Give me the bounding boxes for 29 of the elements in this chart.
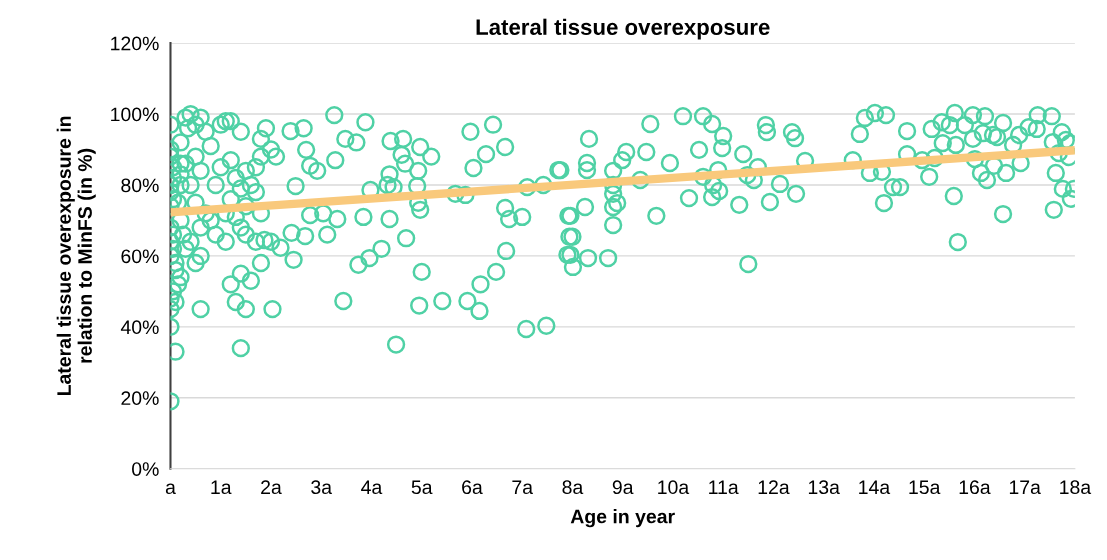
y-tick-label: 120% xyxy=(111,36,159,51)
y-tick-label: 0% xyxy=(132,462,159,476)
x-tick-label: a xyxy=(165,483,176,495)
x-tick-label: 5a xyxy=(411,480,433,495)
x-tick-label: 11a xyxy=(709,480,739,495)
x-tick-label: 1a xyxy=(211,480,232,495)
chart-title: Lateral tissue overexposure xyxy=(476,18,770,40)
x-tick-label: 7a xyxy=(512,480,534,495)
x-axis-title: Age in year xyxy=(570,509,675,528)
x-tick-label: 6a xyxy=(462,480,483,495)
x-tick-label: 3a xyxy=(311,480,333,495)
x-tick-label: 13a xyxy=(808,480,840,495)
x-tick-label: 8a xyxy=(562,480,584,495)
x-tick-label: 10a xyxy=(658,480,690,495)
x-tick-label: 17a xyxy=(1009,480,1041,495)
x-tick-label: 15a xyxy=(909,480,941,495)
x-tick-label: 4a xyxy=(361,480,383,495)
y-tick-label: 20% xyxy=(121,391,159,406)
y-tick-label: 40% xyxy=(120,320,159,335)
x-tick-label: 14a xyxy=(859,480,891,495)
y-tick-label: 80% xyxy=(121,178,159,193)
x-tick-label: 2a xyxy=(261,480,282,495)
x-tick-label: 18a xyxy=(1060,480,1092,495)
y-tick-label: 60% xyxy=(121,249,159,264)
x-tick-label: 16a xyxy=(959,480,991,495)
x-tick-label: 9a xyxy=(612,480,634,495)
y-axis-title: Lateral tissue overexposure in relation to MinFS (in %) xyxy=(56,116,96,396)
y-tick-label: 100% xyxy=(111,107,159,122)
x-tick-label: 12a xyxy=(758,480,790,495)
